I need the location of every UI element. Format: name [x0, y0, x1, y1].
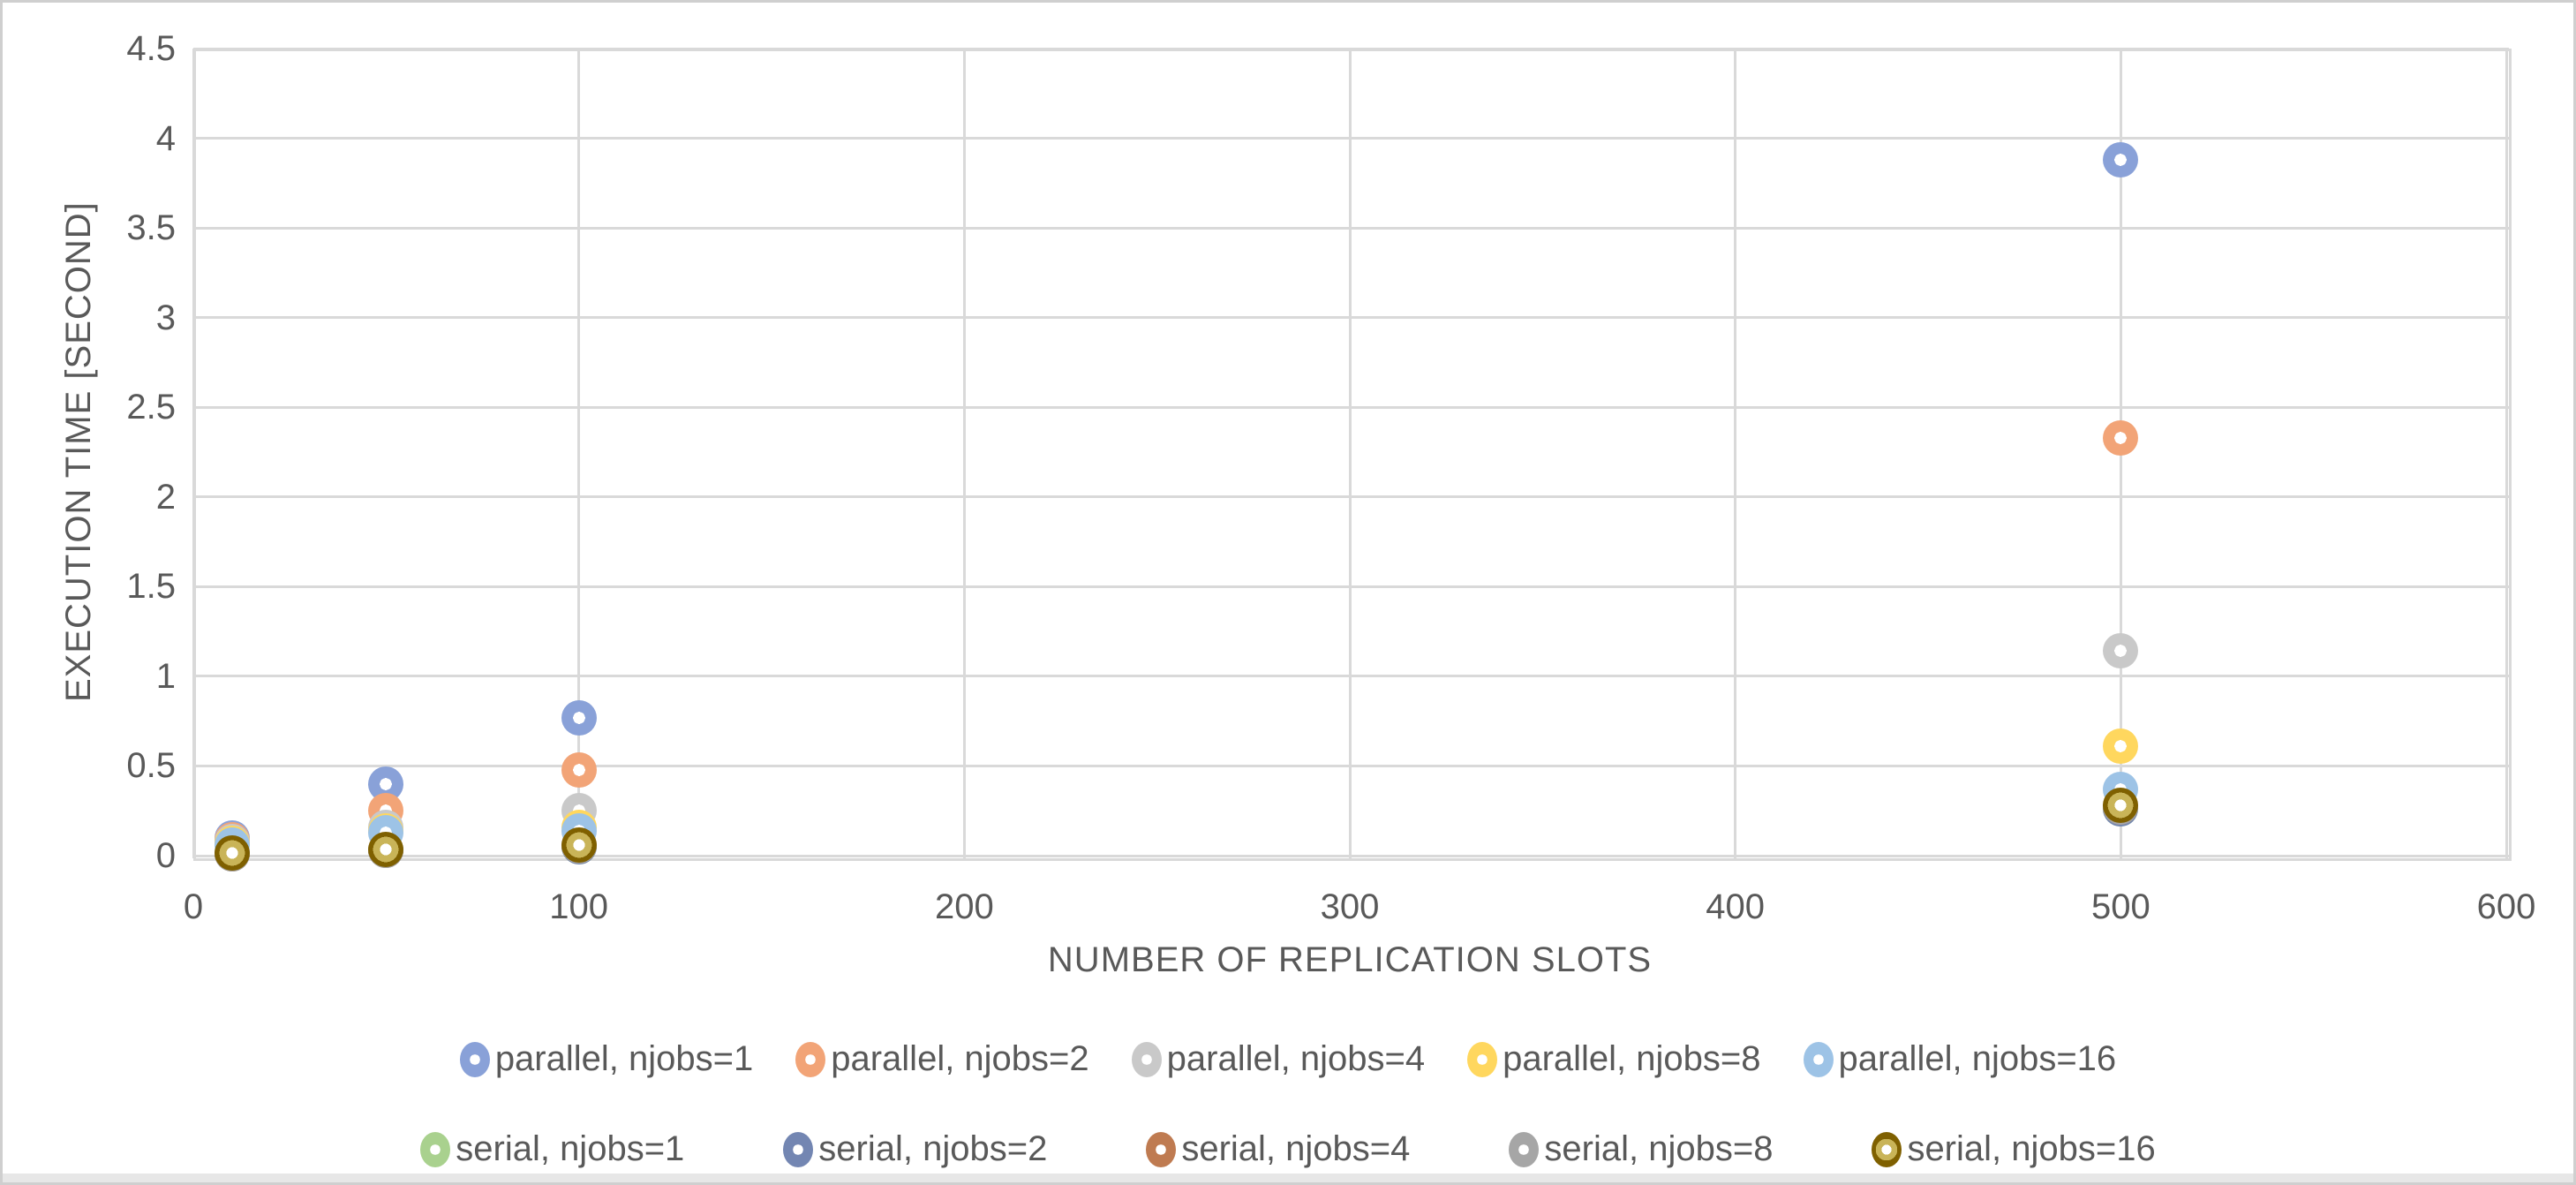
- data-point-parallel-njobs-1[interactable]: [561, 699, 597, 736]
- legend-label: parallel, njobs=2: [831, 1039, 1089, 1078]
- legend-row-serial: serial, njobs=1 serial, njobs=2 serial, nj…: [3, 1129, 2573, 1169]
- x-tick-label: 600: [2476, 887, 2536, 926]
- h-gridline: [193, 764, 2509, 767]
- v-gridline: [1348, 49, 1352, 858]
- data-point-serial-njobs-16[interactable]: [561, 826, 597, 863]
- legend-item-parallel-njobs-2[interactable]: parallel, njobs=2: [795, 1039, 1089, 1079]
- legend-label: parallel, njobs=8: [1503, 1039, 1761, 1078]
- legend-label: serial, njobs=4: [1181, 1129, 1411, 1168]
- legend-item-serial-njobs-8[interactable]: serial, njobs=8: [1509, 1129, 1773, 1169]
- legend-marker-icon: [459, 1041, 490, 1077]
- legend-label: serial, njobs=8: [1544, 1129, 1774, 1168]
- legend-label: serial, njobs=2: [818, 1129, 1048, 1168]
- legend-item-parallel-njobs-4[interactable]: parallel, njobs=4: [1131, 1039, 1426, 1079]
- legend-item-serial-njobs-1[interactable]: serial, njobs=1: [420, 1129, 684, 1169]
- legend-label: serial, njobs=16: [1907, 1129, 2156, 1168]
- x-axis-title: NUMBER OF REPLICATION SLOTS: [1047, 940, 1653, 979]
- h-gridline: [193, 316, 2509, 320]
- y-tick-label: 4.5: [126, 29, 176, 68]
- legend-label: parallel, njobs=1: [494, 1039, 754, 1078]
- bottom-strip: [3, 1174, 2573, 1182]
- h-gridline: [193, 585, 2509, 588]
- legend-row-parallel: parallel, njobs=1 parallel, njobs=2 parall…: [3, 1039, 2573, 1079]
- h-gridline: [193, 495, 2509, 499]
- v-gridline: [192, 49, 195, 858]
- x-tick-label: 300: [1320, 887, 1380, 926]
- v-gridline: [962, 49, 966, 858]
- y-tick-label: 1: [155, 656, 176, 696]
- y-tick-label: 0: [155, 836, 176, 875]
- v-gridline: [2504, 49, 2508, 858]
- legend-item-parallel-njobs-8[interactable]: parallel, njobs=8: [1467, 1039, 1761, 1079]
- data-point-parallel-njobs-4[interactable]: [2103, 633, 2139, 669]
- legend-label: parallel, njobs=4: [1166, 1039, 1426, 1078]
- legend-item-parallel-njobs-16[interactable]: parallel, njobs=16: [1803, 1039, 2117, 1079]
- h-gridline: [193, 675, 2509, 678]
- legend-marker-icon: [795, 1041, 826, 1077]
- legend-item-serial-njobs-2[interactable]: serial, njobs=2: [783, 1129, 1047, 1169]
- x-tick-label: 400: [1706, 887, 1766, 926]
- data-point-parallel-njobs-2[interactable]: [561, 751, 597, 788]
- legend-marker-icon: [420, 1131, 451, 1167]
- legend-marker-icon: [1872, 1131, 1902, 1167]
- v-gridline: [1734, 49, 1737, 858]
- y-tick-label: 3.5: [126, 208, 176, 248]
- legend-marker-icon: [1146, 1131, 1177, 1167]
- plot-area: [193, 49, 2512, 861]
- legend-label: parallel, njobs=16: [1838, 1039, 2117, 1078]
- legend-item-parallel-njobs-1[interactable]: parallel, njobs=1: [459, 1039, 754, 1079]
- x-tick-label: 200: [934, 887, 994, 926]
- y-tick-label: 3: [155, 298, 176, 337]
- legend-marker-icon: [1467, 1041, 1498, 1077]
- legend-marker-icon: [1131, 1041, 1162, 1077]
- y-tick-label: 1.5: [126, 567, 176, 607]
- y-tick-label: 4: [155, 118, 176, 158]
- data-point-parallel-njobs-8[interactable]: [2103, 728, 2139, 765]
- data-point-serial-njobs-16[interactable]: [214, 834, 250, 871]
- x-tick-label: 500: [2090, 887, 2150, 926]
- h-gridline: [193, 854, 2509, 857]
- data-point-parallel-njobs-2[interactable]: [2103, 419, 2139, 456]
- y-tick-label: 2: [155, 477, 176, 517]
- data-point-parallel-njobs-1[interactable]: [2103, 141, 2139, 177]
- legend-label: serial, njobs=1: [456, 1129, 685, 1168]
- h-gridline: [193, 226, 2509, 230]
- h-gridline: [193, 405, 2509, 409]
- y-tick-label: 2.5: [126, 388, 176, 427]
- data-point-serial-njobs-16[interactable]: [368, 831, 404, 867]
- legend-item-serial-njobs-4[interactable]: serial, njobs=4: [1146, 1129, 1410, 1169]
- x-tick-label: 0: [183, 887, 204, 926]
- legend-item-serial-njobs-16[interactable]: serial, njobs=16: [1872, 1129, 2156, 1169]
- h-gridline: [193, 47, 2509, 50]
- legend-marker-icon: [1803, 1041, 1834, 1077]
- x-tick-label: 100: [549, 887, 609, 926]
- data-point-serial-njobs-16[interactable]: [2103, 788, 2139, 824]
- y-axis-title: EXECUTION TIME [SECOND]: [59, 201, 98, 703]
- y-tick-label: 0.5: [126, 746, 176, 786]
- legend-marker-icon: [1509, 1131, 1540, 1167]
- h-gridline: [193, 137, 2509, 140]
- v-gridline: [577, 49, 581, 858]
- legend-marker-icon: [783, 1131, 814, 1167]
